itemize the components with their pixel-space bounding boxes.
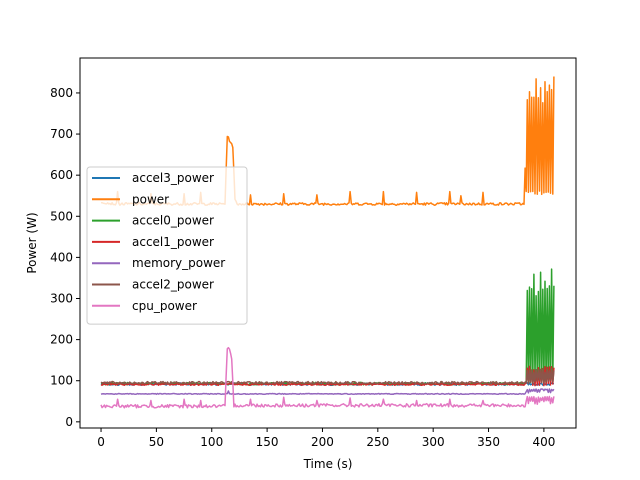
legend-label: cpu_power <box>132 299 197 313</box>
legend-label: accel2_power <box>132 278 214 292</box>
x-tick-label: 100 <box>200 435 223 449</box>
legend-box <box>86 166 248 325</box>
plot-frame <box>79 57 577 429</box>
y-tick-label: 700 <box>50 127 73 141</box>
x-tick-label: 350 <box>477 435 500 449</box>
x-axis: 0 50 100 150 200 250 300 350 400 <box>97 428 555 449</box>
legend-label: accel1_power <box>132 235 214 249</box>
x-tick-label: 400 <box>532 435 555 449</box>
y-tick-label: 0 <box>65 415 73 429</box>
series-line-accel1_power <box>100 365 555 387</box>
y-tick-label: 400 <box>50 250 73 264</box>
y-tick-label: 200 <box>50 333 73 347</box>
series-line-memory_power <box>100 388 555 396</box>
x-tick-label: 150 <box>256 435 279 449</box>
y-tick-label: 600 <box>50 168 73 182</box>
x-tick-label: 50 <box>149 435 164 449</box>
y-tick-label: 300 <box>50 292 73 306</box>
legend-label: accel3_power <box>132 171 214 185</box>
legend-label: memory_power <box>132 256 225 270</box>
y-tick-label: 100 <box>50 374 73 388</box>
y-tick-label: 500 <box>50 209 73 223</box>
y-tick-label: 800 <box>50 86 73 100</box>
legend-label: power <box>132 192 169 206</box>
x-tick-label: 250 <box>366 435 389 449</box>
x-tick-label: 0 <box>97 435 105 449</box>
y-axis: 0 100 200 300 400 500 600 700 800 <box>50 86 80 429</box>
x-tick-label: 200 <box>311 435 334 449</box>
x-tick-label: 300 <box>422 435 445 449</box>
y-axis-label: Power (W) <box>25 212 39 273</box>
series-line-accel2_power <box>100 368 555 385</box>
x-axis-label: Time (s) <box>303 457 353 471</box>
legend-label: accel0_power <box>132 214 214 228</box>
series-line-cpu_power <box>100 346 555 409</box>
